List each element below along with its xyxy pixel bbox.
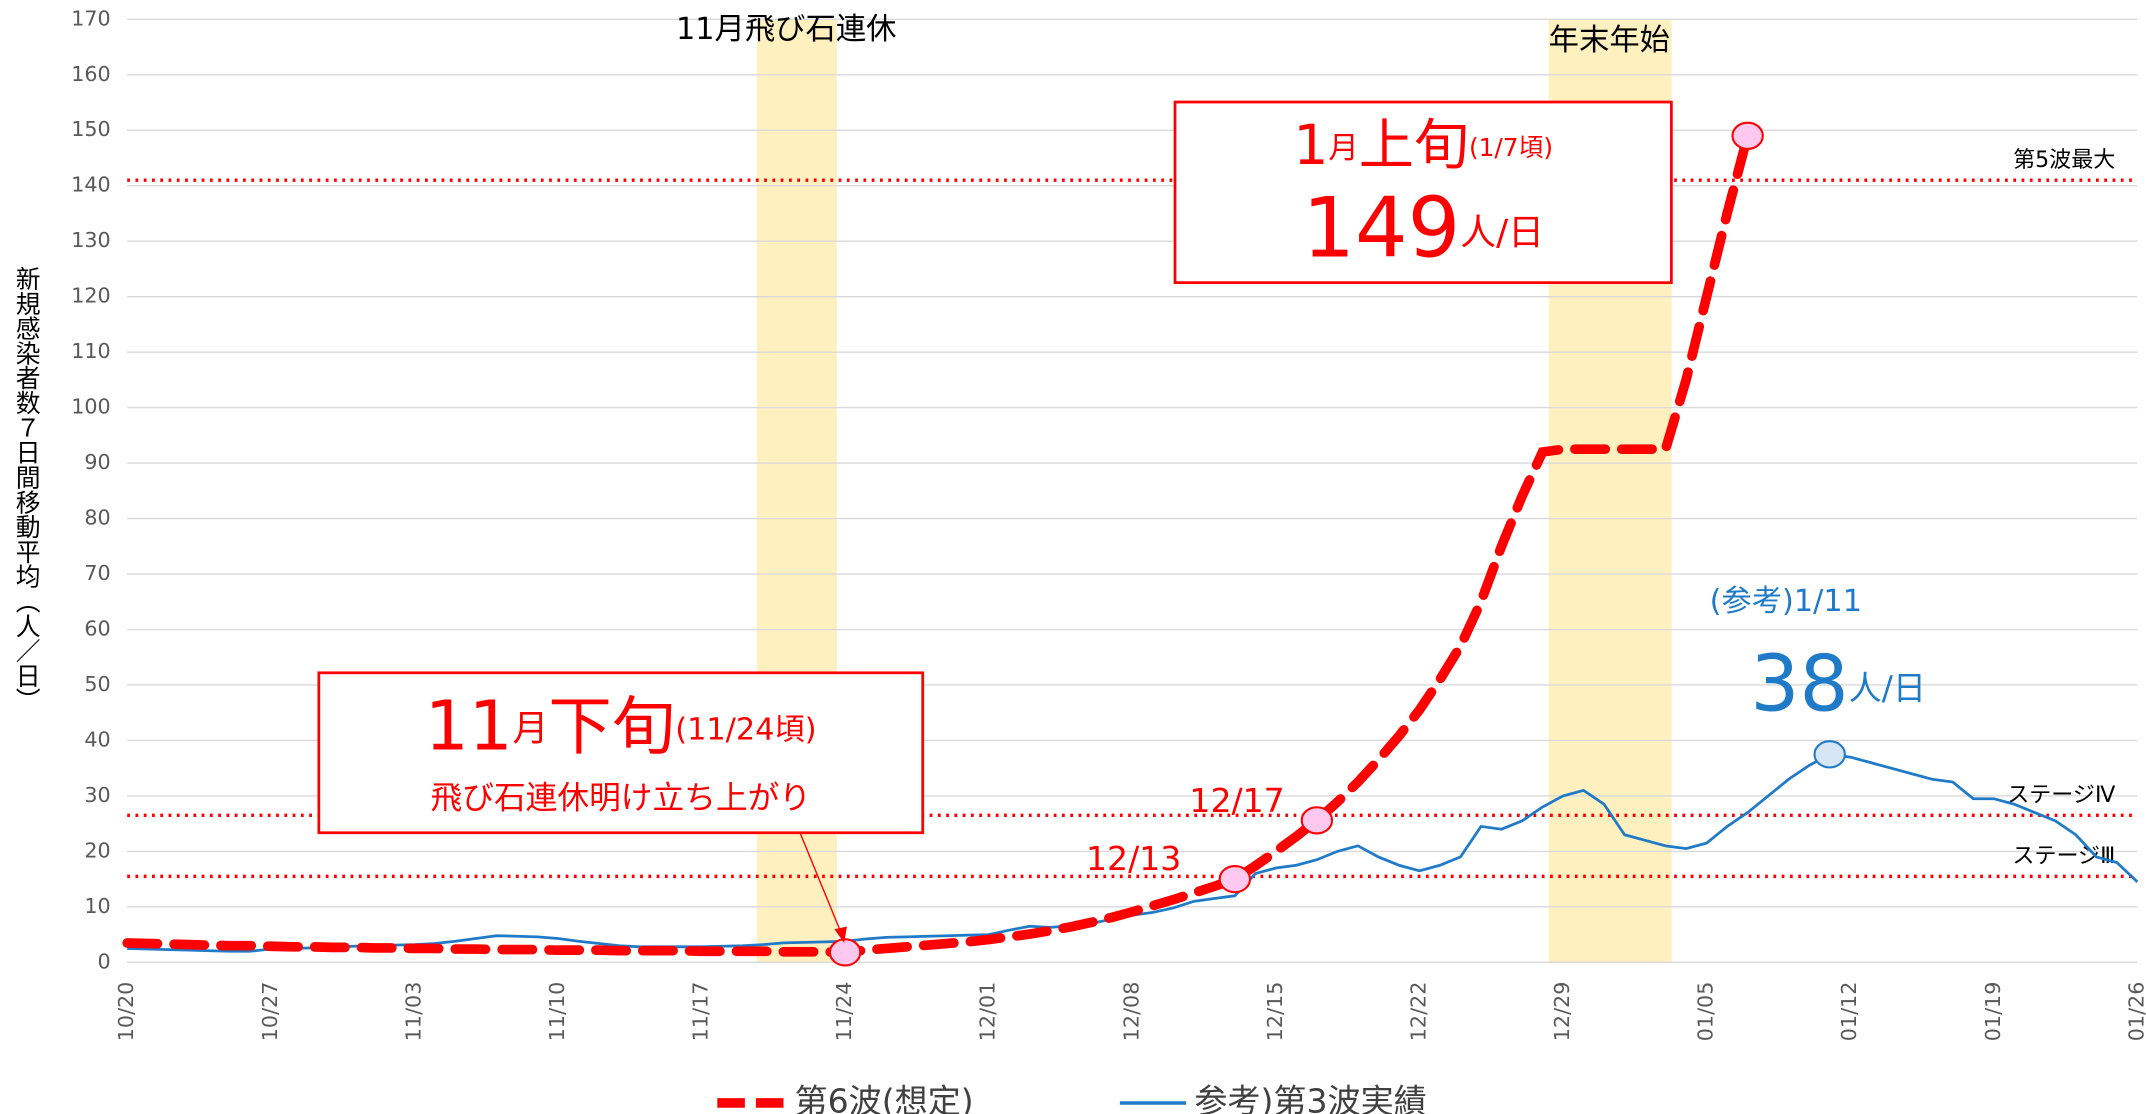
- t: 11: [425, 687, 513, 767]
- plot: [122, 121, 2139, 967]
- callout-title: 1月上旬(1/7頃): [1293, 114, 1553, 178]
- t: 月: [1328, 130, 1358, 165]
- arrow: [799, 832, 845, 941]
- x-tick-label: 12/22: [1406, 982, 1430, 1042]
- t: 1: [1293, 114, 1328, 178]
- point-marker: [828, 938, 862, 967]
- y-tick-label: 160: [71, 62, 110, 86]
- point-marker: [1731, 121, 1764, 150]
- t: 38: [1750, 639, 1848, 729]
- y-tick-label: 50: [84, 672, 110, 696]
- point-marker: [1300, 806, 1334, 835]
- t: 上旬: [1359, 114, 1469, 178]
- callout-value: 149人/日: [1302, 180, 1544, 277]
- x-tick-label: 01/12: [1837, 982, 1861, 1042]
- period-label: 年末年始: [1549, 23, 1670, 58]
- reference-label: 第5波最大: [2013, 148, 2115, 173]
- x-tick-label: 12/15: [1263, 982, 1287, 1042]
- x-tick-label: 01/05: [1694, 982, 1718, 1042]
- y-tick-label: 120: [71, 284, 110, 308]
- point-marker: [1218, 865, 1252, 894]
- y-tick-label: 20: [84, 838, 110, 862]
- y-tick-label: 170: [71, 6, 110, 30]
- date-label: 12/13: [1086, 839, 1181, 878]
- callout-title: 11月下旬(11/24頃): [425, 687, 817, 767]
- x-tick-label: 01/26: [2124, 982, 2146, 1042]
- x-tick-label: 10/20: [114, 982, 138, 1042]
- arrow-head: [834, 926, 847, 944]
- callout-box: [317, 671, 925, 835]
- t: (1/7頃): [1469, 133, 1553, 162]
- t: 下旬: [548, 689, 675, 763]
- date-label: 12/17: [1189, 781, 1284, 820]
- y-tick-label: 0: [98, 949, 111, 973]
- x-tick-label: 12/08: [1119, 982, 1143, 1042]
- period-label: 11月飛び石連休: [676, 12, 897, 47]
- t: 人/日: [1849, 668, 1926, 707]
- y-tick-label: 40: [84, 727, 110, 751]
- y-tick-label: 90: [84, 450, 110, 474]
- y-tick-label: 150: [71, 117, 110, 141]
- point-marker: [1813, 740, 1846, 769]
- series-line: [122, 130, 1753, 958]
- y-tick-label: 80: [84, 506, 110, 530]
- x-tick-label: 12/29: [1550, 982, 1574, 1042]
- y-tick-label: 100: [71, 395, 110, 419]
- callout-box: [1173, 100, 1673, 285]
- ref-value: 38人/日: [1750, 639, 1926, 729]
- x-tick-label: 11/10: [545, 982, 569, 1042]
- x-tick-label: 11/24: [832, 982, 856, 1042]
- legend-label: 第6波(想定): [795, 1081, 974, 1114]
- y-tick-label: 30: [84, 783, 110, 807]
- callout-sub: 飛び石連休明け立ち上がり: [431, 781, 811, 817]
- ref-head: (参考)1/11: [1710, 584, 1862, 619]
- x-tick-label: 12/01: [976, 982, 1000, 1042]
- y-axis-label: 新規感染者数７日間移動平均（人／日）: [12, 266, 41, 713]
- x-tick-label: 10/27: [258, 982, 282, 1042]
- y-tick-label: 60: [84, 617, 110, 641]
- t: 月: [513, 709, 549, 750]
- y-tick-label: 110: [71, 339, 110, 363]
- t: 149: [1302, 180, 1460, 277]
- y-tick-label: 70: [84, 561, 110, 585]
- grid: 0 10 20 30 40 50 60 70 80 90 100 110 120 130 140 150 160…: [71, 6, 2146, 1041]
- y-tick-label: 140: [71, 173, 110, 197]
- y-tick-label: 10: [84, 894, 110, 918]
- x-tick-label: 11/17: [689, 982, 713, 1042]
- x-tick-label: 01/19: [1981, 982, 2005, 1042]
- legend-label: 参考)第3波実績: [1194, 1081, 1426, 1114]
- y-tick-label: 130: [71, 228, 110, 252]
- x-tick-label: 11/03: [401, 982, 425, 1042]
- t: (11/24頃): [675, 712, 816, 747]
- t: 人/日: [1460, 212, 1544, 253]
- reference-label: ステージⅣ: [2007, 783, 2116, 808]
